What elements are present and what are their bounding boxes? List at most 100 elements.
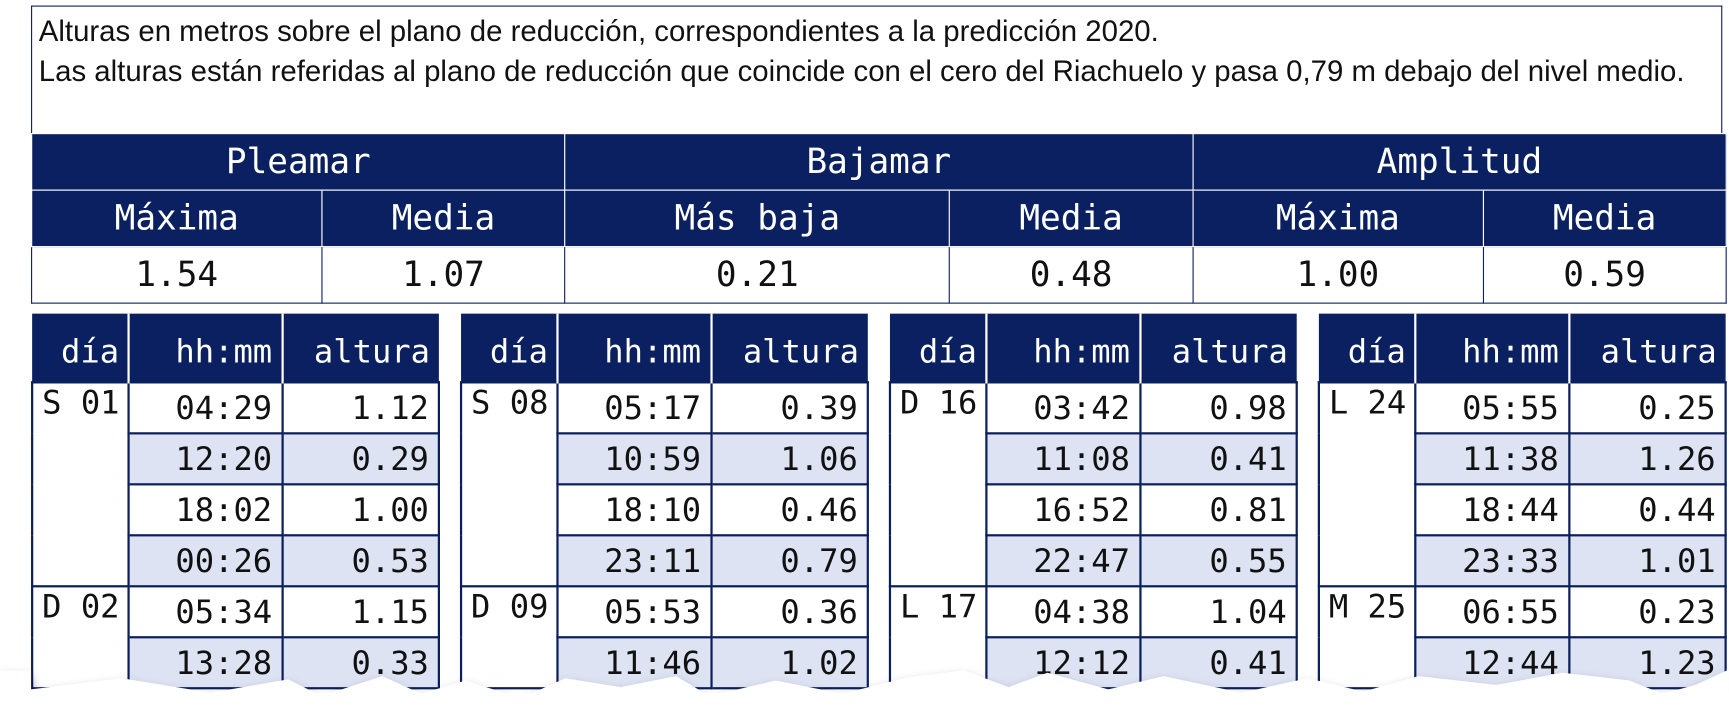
value-cell: 1.54: [31, 246, 323, 304]
height-cell: 1.26: [1567, 432, 1727, 486]
tide-row: 11:08 0.41: [890, 432, 1298, 486]
day-cell: D 09: [459, 585, 560, 690]
day-cell: L 17: [888, 585, 988, 690]
header-row: día hh:mm altura: [461, 313, 868, 383]
column-header: altura: [281, 313, 439, 383]
tide-table: día hh:mm altura L 24 05:55 0.25 11:38 1.26 18:4…: [1317, 313, 1727, 690]
tide-table: día hh:mm altura D 16 03:42 0.98 11:08 0.41 16:5…: [888, 313, 1298, 690]
height-cell: 0.81: [1138, 483, 1298, 537]
tide-row: 18:10 0.46: [461, 483, 869, 537]
tide-row: 00:26 0.53: [32, 534, 440, 588]
time-cell: 05:55: [1414, 381, 1570, 435]
day-cell: L 24: [1317, 381, 1417, 588]
height-cell: 0.44: [1567, 483, 1727, 537]
time-cell: 22:47: [985, 534, 1142, 588]
day-cell: S 01: [31, 381, 131, 588]
time-cell: 16:52: [985, 483, 1142, 537]
day-cell: D 02: [31, 585, 131, 690]
column-header: altura: [709, 313, 868, 383]
time-cell: 05:53: [556, 585, 713, 639]
header-row: Pleamar Bajamar Amplitud: [31, 132, 1727, 191]
day-cell: D 16: [888, 381, 988, 588]
group-header: Bajamar: [564, 132, 1194, 191]
value-cell: 1.00: [1192, 246, 1484, 304]
height-cell: 0.29: [281, 432, 440, 486]
group-header: Pleamar: [31, 132, 566, 191]
column-header: Media: [1482, 189, 1727, 248]
time-cell: 05:34: [127, 585, 284, 639]
subheader-row: Máxima Media Más baja Media Máxima Media: [31, 189, 1727, 248]
tide-row: 11:46 1.02: [461, 636, 869, 690]
time-cell: 11:38: [1414, 432, 1570, 486]
column-header: día: [461, 313, 558, 383]
column-header: día: [32, 313, 130, 383]
height-cell: 1.02: [709, 636, 869, 690]
header-row: día hh:mm altura: [889, 313, 1297, 383]
tide-row: 16:52 0.81: [890, 483, 1298, 537]
column-header: Máxima: [1192, 189, 1484, 248]
column-header: Media: [321, 189, 566, 248]
tide-row: 23:11 0.79: [461, 534, 869, 588]
time-cell: 04:29: [127, 381, 284, 435]
tide-row: 23:33 1.01: [1319, 534, 1727, 588]
tide-row: 10:59 1.06: [461, 432, 869, 486]
note-line: Las alturas están referidas al plano de …: [38, 54, 1685, 88]
time-cell: 18:44: [1414, 483, 1570, 537]
column-header: hh:mm: [127, 313, 283, 383]
tide-table: día hh:mm altura S 01 04:29 1.12 12:20 0.29 18:0…: [31, 313, 440, 690]
time-cell: 04:38: [985, 585, 1142, 639]
column-header: día: [889, 313, 987, 383]
height-cell: 0.53: [281, 534, 440, 588]
height-cell: 0.36: [709, 585, 869, 639]
time-cell: 03:42: [985, 381, 1142, 435]
height-cell: 0.39: [709, 381, 869, 435]
group-header: Amplitud: [1192, 132, 1727, 191]
tide-row: L 24 05:55 0.25: [1317, 381, 1727, 588]
height-cell: 0.23: [1567, 585, 1727, 639]
tide-row: S 08 05:17 0.39: [459, 381, 869, 588]
value-cell: 0.48: [948, 246, 1194, 304]
height-cell: 0.33: [281, 636, 440, 690]
column-header: Media: [948, 189, 1194, 248]
column-header: Más baja: [564, 189, 951, 248]
header-row: día hh:mm altura: [32, 313, 439, 383]
tide-table: día hh:mm altura S 08 05:17 0.39 10:59 1.06 18:1…: [459, 313, 869, 690]
tide-row: 11:38 1.26: [1319, 432, 1727, 486]
time-cell: 05:17: [556, 381, 713, 435]
time-cell: 23:33: [1414, 534, 1570, 588]
height-cell: 0.25: [1567, 381, 1727, 435]
time-cell: 00:26: [127, 534, 284, 588]
time-cell: 18:02: [127, 483, 284, 537]
column-header: Máxima: [31, 189, 323, 248]
column-header: día: [1318, 313, 1416, 383]
tide-row: 22:47 0.55: [890, 534, 1298, 588]
header-row: día hh:mm altura: [1318, 313, 1726, 383]
height-cell: 1.12: [281, 381, 440, 435]
height-cell: 1.15: [281, 585, 440, 639]
column-header: altura: [1138, 313, 1297, 383]
height-cell: 0.41: [1138, 432, 1298, 486]
column-header: hh:mm: [985, 313, 1140, 383]
tide-row: 12:20 0.29: [32, 432, 440, 486]
height-cell: 1.01: [1567, 534, 1727, 588]
tide-row: D 16 03:42 0.98: [888, 381, 1298, 588]
height-cell: 0.46: [709, 483, 869, 537]
value-cell: 0.59: [1482, 246, 1727, 304]
time-cell: 13:28: [127, 636, 284, 690]
time-cell: 12:20: [127, 432, 284, 486]
height-cell: 0.79: [709, 534, 869, 588]
note: Alturas en metros sobre el plano de redu…: [31, 5, 1723, 137]
summary-table: Pleamar Bajamar Amplitud Máxima Media Más baj…: [31, 132, 1727, 304]
time-cell: 10:59: [556, 432, 713, 486]
value-cell: 1.07: [321, 246, 566, 304]
height-cell: 1.04: [1138, 585, 1298, 639]
column-header: altura: [1567, 313, 1726, 383]
tide-row: D 09 05:53 0.36: [459, 585, 869, 690]
height-cell: 0.98: [1138, 381, 1298, 435]
time-cell: 11:08: [985, 432, 1142, 486]
time-cell: 06:55: [1414, 585, 1570, 639]
tide-row: S 01 04:29 1.12: [31, 381, 440, 588]
